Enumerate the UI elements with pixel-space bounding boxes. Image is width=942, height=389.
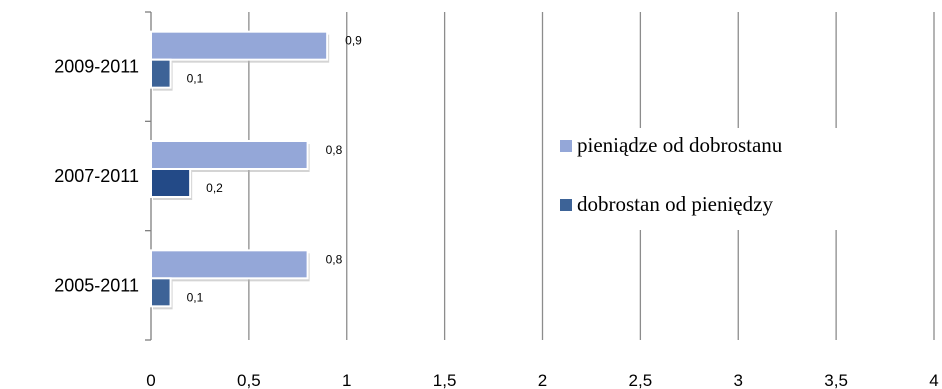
x-tick-label: 0 <box>146 371 155 389</box>
bar <box>150 140 309 170</box>
x-tick-label: 1 <box>342 371 351 389</box>
data-label: 0,1 <box>187 72 204 86</box>
bar <box>150 30 329 61</box>
x-tick-label: 2,5 <box>629 371 653 389</box>
data-label: 0,1 <box>187 290 204 304</box>
data-label: 0,8 <box>326 143 343 157</box>
bar <box>150 249 309 280</box>
data-label: 0,9 <box>345 34 362 48</box>
x-tick-label: 2 <box>538 371 547 389</box>
data-label: 0,2 <box>206 181 223 195</box>
data-label: 0,8 <box>326 252 343 266</box>
legend-label: pieniądze od dobrostanu <box>577 133 783 157</box>
legend-swatch <box>560 199 572 211</box>
y-category-label: 2009-2011 <box>54 57 139 77</box>
x-tick-label: 1,5 <box>433 371 457 389</box>
x-tick-label: 3 <box>734 371 743 389</box>
labels: 0 0,5 1 1,5 2 2,5 3 3,5 4 2005-2011 0,8 0,1 2007-201… <box>54 34 938 389</box>
x-tick-label: 4 <box>929 371 938 389</box>
bar <box>150 168 192 198</box>
legend: pieniądze od dobrostanu dobrostan od pien… <box>548 128 888 230</box>
y-category-label: 2007-2011 <box>54 166 139 186</box>
bar <box>150 277 172 308</box>
x-tick-label: 0,5 <box>237 371 261 389</box>
legend-background <box>548 128 888 230</box>
y-category-label: 2005-2011 <box>54 275 139 295</box>
x-tick-label: 3,5 <box>824 371 848 389</box>
legend-label: dobrostan od pieniędzy <box>577 192 773 216</box>
legend-swatch <box>560 140 572 152</box>
bars <box>150 30 330 310</box>
bar <box>150 58 172 89</box>
